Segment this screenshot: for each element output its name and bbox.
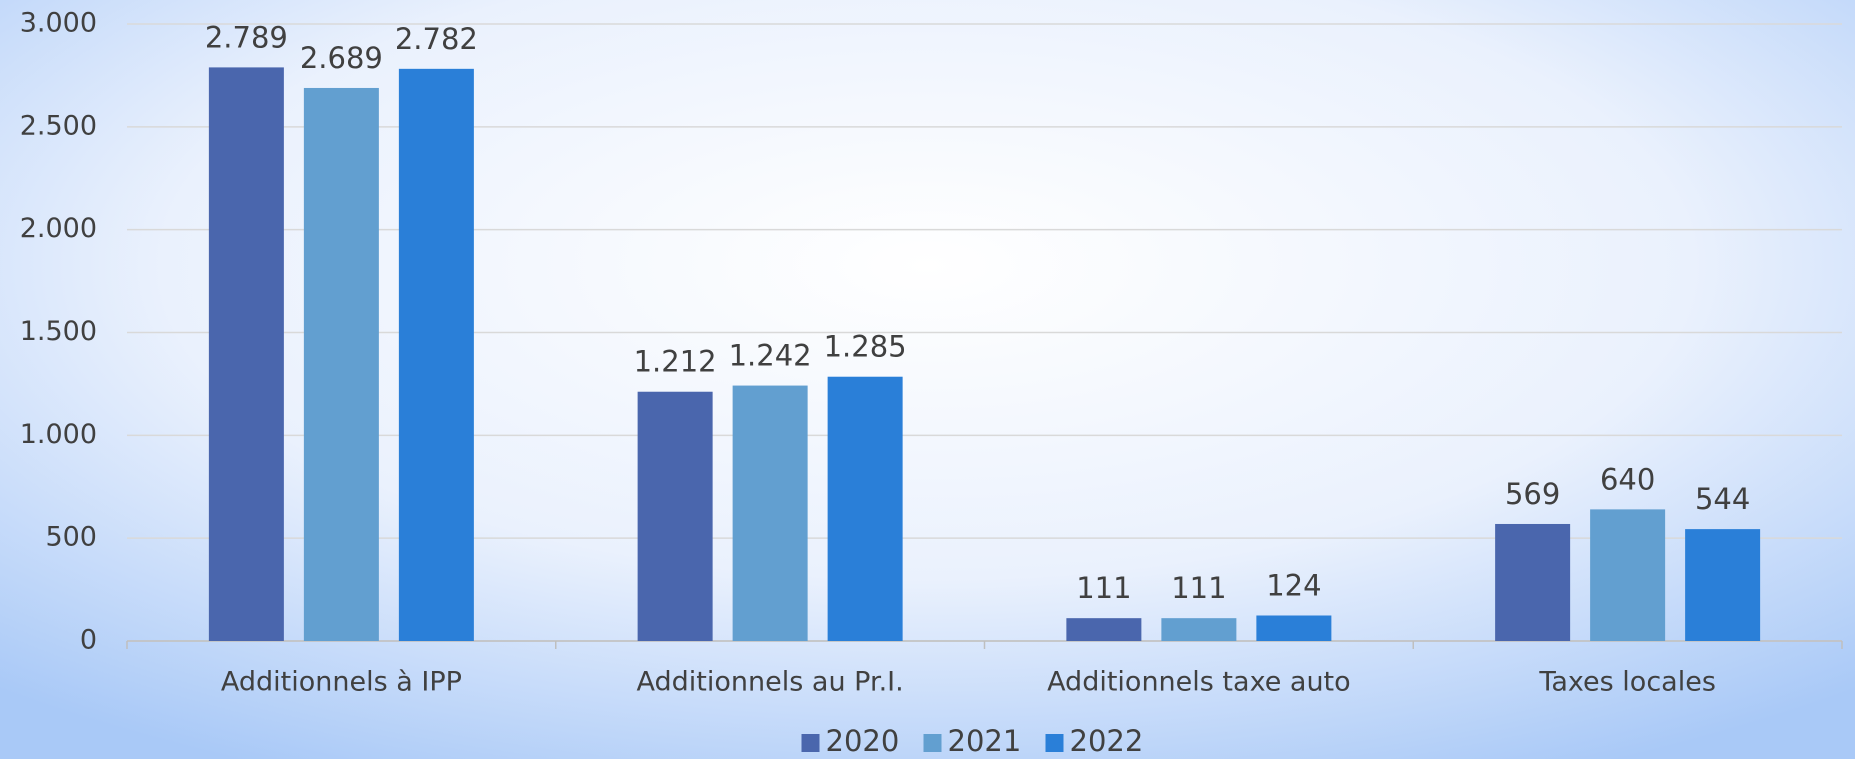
x-tick-label: Additionnels taxe auto	[1047, 667, 1351, 698]
data-label: 2.789	[205, 20, 288, 54]
data-label: 111	[1171, 571, 1226, 605]
y-tick-label: 2.500	[20, 110, 97, 141]
x-tick-label: Taxes locales	[1538, 667, 1716, 698]
y-tick-label: 1.000	[20, 419, 97, 450]
bar	[827, 376, 903, 641]
legend-swatch	[1045, 734, 1064, 752]
data-label: 1.212	[634, 345, 717, 379]
bar	[208, 67, 284, 641]
bar	[303, 87, 379, 641]
legend-label: 2020	[826, 724, 900, 758]
data-label: 111	[1076, 571, 1131, 605]
legend-swatch	[923, 734, 942, 752]
bar	[1495, 523, 1571, 641]
bar	[1066, 618, 1142, 641]
y-tick-label: 500	[45, 522, 97, 553]
bar	[1161, 618, 1237, 641]
y-tick-label: 2.000	[20, 213, 97, 244]
bar	[1590, 509, 1666, 641]
legend-label: 2022	[1070, 724, 1144, 758]
bar	[637, 391, 713, 641]
bar	[1256, 615, 1332, 641]
y-tick-label: 0	[80, 625, 97, 656]
data-label: 569	[1505, 477, 1560, 511]
y-tick-label: 3.000	[20, 8, 97, 39]
y-tick-label: 1.500	[20, 316, 97, 347]
data-label: 1.242	[729, 339, 812, 373]
data-label: 2.689	[300, 41, 383, 75]
data-label: 2.782	[395, 22, 478, 56]
x-tick-label: Additionnels au Pr.I.	[637, 667, 904, 698]
data-label: 1.285	[824, 330, 907, 364]
legend-label: 2021	[948, 724, 1022, 758]
bar	[1685, 529, 1761, 641]
data-label: 640	[1600, 462, 1655, 496]
x-tick-label: Additionnels à IPP	[221, 667, 462, 698]
bar	[732, 385, 808, 641]
data-label: 124	[1266, 568, 1321, 602]
data-label: 544	[1695, 482, 1750, 516]
legend-swatch	[801, 734, 820, 752]
bar	[398, 68, 474, 642]
